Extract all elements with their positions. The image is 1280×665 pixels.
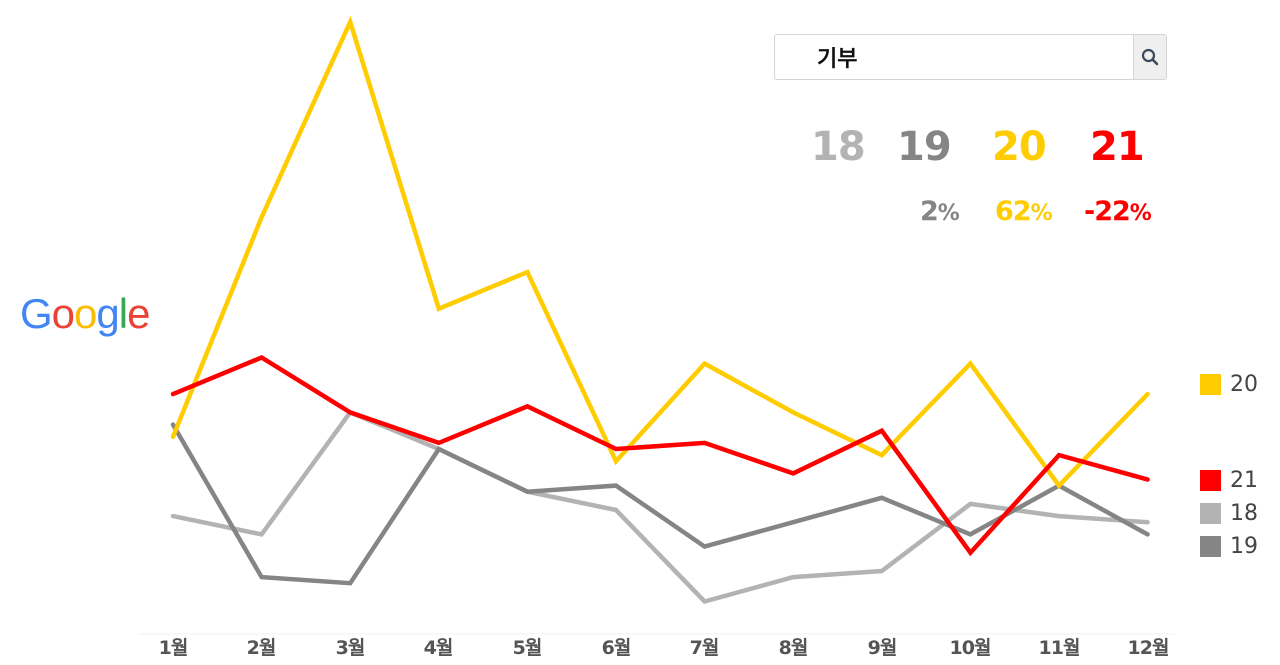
search-input[interactable] xyxy=(775,35,1133,79)
legend-item-21: 21 xyxy=(1200,468,1258,493)
logo-letter: e xyxy=(127,290,150,337)
legend-label: 20 xyxy=(1230,372,1258,397)
search-icon xyxy=(1141,48,1159,66)
legend-item-19: 19 xyxy=(1200,534,1258,559)
x-tick-label: 3월 xyxy=(335,637,366,659)
legend-label: 21 xyxy=(1230,468,1258,493)
x-tick-label: 6월 xyxy=(601,637,632,659)
x-tick-label: 5월 xyxy=(512,637,543,659)
percent-sign: % xyxy=(1129,201,1152,226)
search-button[interactable] xyxy=(1133,35,1166,79)
year-summary: 18 19 20 21 xyxy=(800,124,1170,180)
change-19: 2% xyxy=(920,196,960,227)
x-tick-label: 11월 xyxy=(1038,637,1081,659)
percent-sign: % xyxy=(1030,201,1053,226)
x-tick-label: 2월 xyxy=(246,637,277,659)
x-tick-label: 12월 xyxy=(1127,637,1170,659)
series-lines xyxy=(170,15,1150,605)
year-21: 21 xyxy=(1090,124,1145,170)
change-value: -22 xyxy=(1084,196,1131,227)
change-20: 62% xyxy=(995,196,1053,227)
logo-letter: l xyxy=(118,290,128,337)
x-tick-label: 8월 xyxy=(778,637,809,659)
series-line-19 xyxy=(170,422,1150,586)
series-line-20 xyxy=(170,15,1150,490)
legend-swatch xyxy=(1200,503,1221,524)
legend-item-18: 18 xyxy=(1200,501,1258,526)
x-tick-label: 10월 xyxy=(949,637,992,659)
x-tick-label: 9월 xyxy=(867,637,898,659)
percent-sign: % xyxy=(937,201,960,226)
google-logo: Google xyxy=(20,290,150,338)
series-line-18 xyxy=(170,409,1150,605)
logo-letter: o xyxy=(74,290,97,337)
search-bar[interactable] xyxy=(774,34,1167,80)
year-19: 19 xyxy=(897,124,952,170)
legend-label: 18 xyxy=(1230,501,1258,526)
change-value: 62 xyxy=(995,196,1032,227)
series-line-21 xyxy=(170,354,1150,557)
legend-swatch xyxy=(1200,374,1221,395)
change-value: 2 xyxy=(920,196,939,227)
logo-letter: G xyxy=(20,290,53,337)
logo-letter: o xyxy=(51,290,75,337)
change-21: -22% xyxy=(1084,196,1152,227)
legend-item-20: 20 xyxy=(1200,372,1258,397)
x-tick-label: 7월 xyxy=(689,637,720,659)
year-20: 20 xyxy=(992,124,1047,170)
x-tick-label: 4월 xyxy=(423,637,454,659)
year-18: 18 xyxy=(811,124,866,170)
x-tick-label: 1월 xyxy=(158,637,189,659)
legend-swatch xyxy=(1200,470,1221,491)
logo-letter: g xyxy=(96,290,119,337)
legend-label: 19 xyxy=(1230,534,1258,559)
legend-swatch xyxy=(1200,536,1221,557)
